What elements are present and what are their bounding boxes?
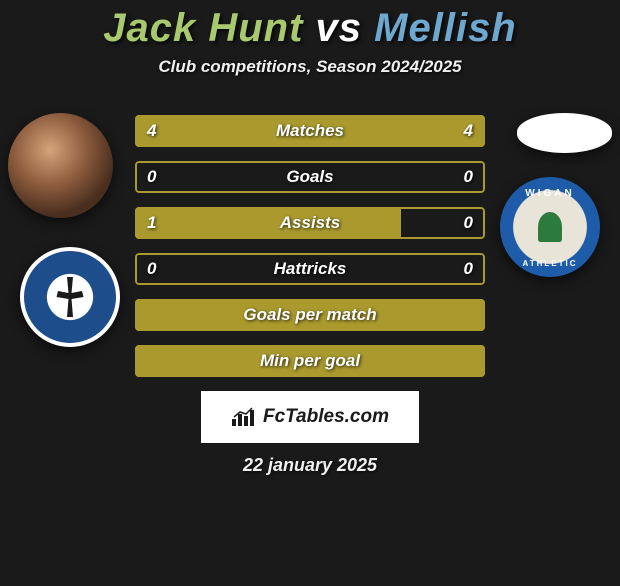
stat-label: Hattricks bbox=[274, 259, 347, 279]
season-subtitle: Club competitions, Season 2024/2025 bbox=[0, 57, 620, 77]
stat-value-right: 0 bbox=[464, 213, 473, 233]
watermark-text: FcTables.com bbox=[263, 406, 389, 428]
stat-value-right: 0 bbox=[464, 167, 473, 187]
stat-label: Assists bbox=[280, 213, 340, 233]
player2-avatar bbox=[517, 113, 612, 153]
stat-value-left: 1 bbox=[147, 213, 156, 233]
stat-row: Goals 0 0 bbox=[135, 161, 485, 193]
stat-value-right: 4 bbox=[464, 121, 473, 141]
fctables-watermark: FcTables.com bbox=[201, 391, 419, 443]
stat-bar-left bbox=[135, 207, 401, 239]
stat-label: Goals bbox=[286, 167, 333, 187]
stat-row: Hattricks 0 0 bbox=[135, 253, 485, 285]
stat-value-left: 0 bbox=[147, 259, 156, 279]
player2-club-badge: WIGAN ATHLETIC bbox=[500, 177, 600, 277]
badge-text-bottom: ATHLETIC bbox=[523, 259, 578, 268]
stats-container: Matches44Goals00Assists10Hattricks00Goal… bbox=[135, 107, 485, 377]
generation-date: 22 january 2025 bbox=[0, 455, 620, 476]
stat-row: Min per goal bbox=[135, 345, 485, 377]
player2-name: Mellish bbox=[374, 6, 517, 50]
badge-tree-icon bbox=[538, 212, 562, 242]
player1-club-badge bbox=[20, 247, 120, 347]
stat-row: Matches 4 4 bbox=[135, 115, 485, 147]
stat-row: Assists 1 0 bbox=[135, 207, 485, 239]
stat-label: Matches bbox=[276, 121, 344, 141]
stat-label: Min per goal bbox=[260, 351, 360, 371]
stat-value-left: 4 bbox=[147, 121, 156, 141]
chart-icon bbox=[231, 407, 257, 427]
stat-value-left: 0 bbox=[147, 167, 156, 187]
player1-avatar bbox=[8, 113, 113, 218]
comparison-content: WIGAN ATHLETIC Matches 4 4 Goals 0 0 Assists 1 0… bbox=[0, 107, 620, 476]
player1-name: Jack Hunt bbox=[103, 6, 303, 50]
comparison-title: Jack Hunt vs Mellish bbox=[0, 6, 620, 51]
badge-text-top: WIGAN bbox=[525, 188, 574, 199]
stat-row: Goals per match bbox=[135, 299, 485, 331]
vs-separator: vs bbox=[316, 6, 363, 50]
stat-label: Goals per match bbox=[243, 305, 376, 325]
stat-value-right: 0 bbox=[464, 259, 473, 279]
